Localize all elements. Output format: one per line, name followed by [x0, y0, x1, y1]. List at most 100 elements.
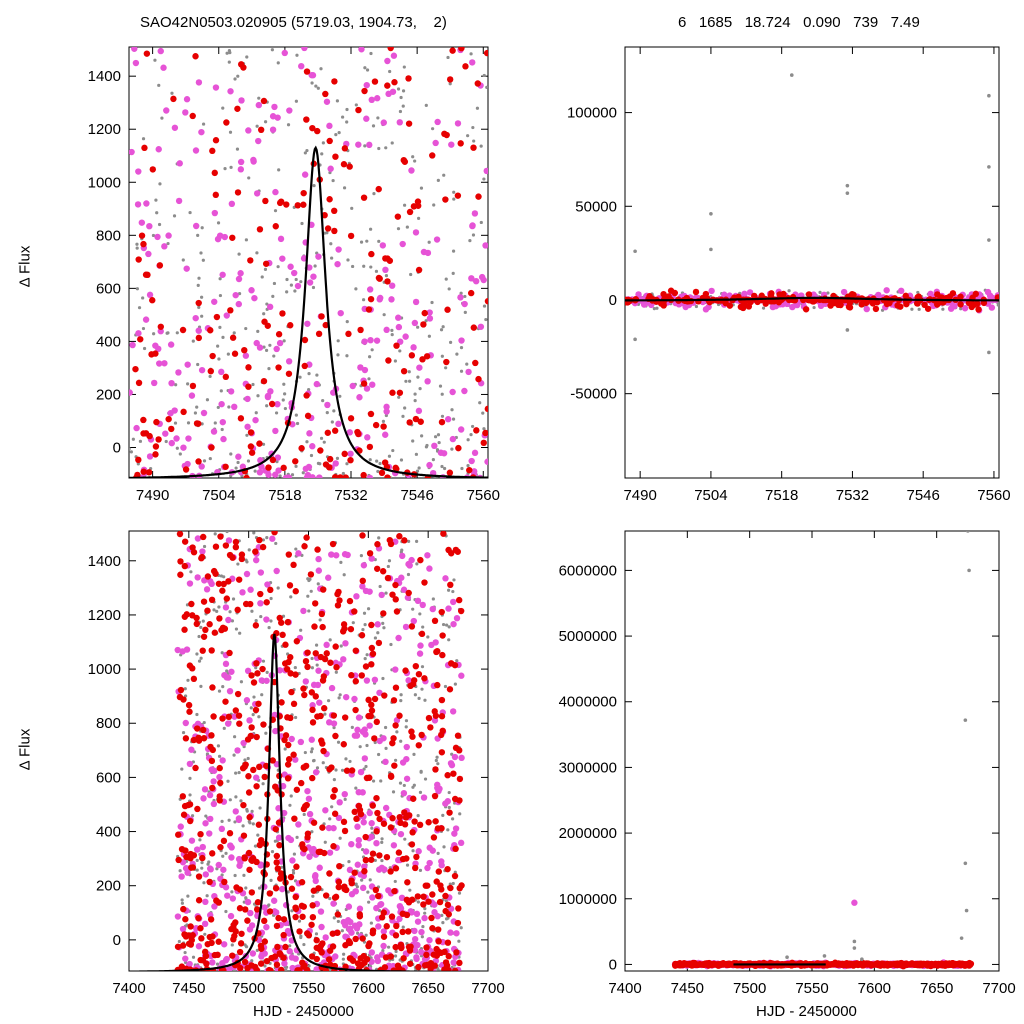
gray-point — [261, 659, 266, 663]
magenta-point — [271, 103, 278, 111]
gray-point — [344, 757, 348, 761]
magenta-point — [426, 309, 433, 316]
gray-point — [229, 165, 233, 169]
magenta-point — [182, 719, 189, 727]
red-point — [439, 651, 446, 659]
red-point — [210, 713, 217, 720]
gray-point — [289, 283, 293, 287]
gray-point — [332, 916, 336, 920]
red-point — [226, 830, 234, 837]
gray-point — [199, 625, 203, 629]
x-tick-label: 7550 — [795, 980, 828, 997]
red-point — [209, 746, 217, 754]
outlier-point — [709, 247, 713, 252]
magenta-point — [304, 471, 312, 478]
red-point — [343, 767, 351, 774]
magenta-point — [177, 823, 184, 830]
magenta-point — [450, 598, 457, 606]
gray-point — [314, 84, 318, 88]
red-point — [314, 546, 321, 553]
magenta-point — [277, 235, 285, 243]
red-point — [329, 540, 337, 548]
red-point — [392, 943, 399, 951]
gray-point — [177, 939, 181, 944]
magenta-point — [392, 666, 399, 673]
magenta-point — [374, 621, 381, 628]
red-point — [185, 940, 193, 947]
red-point — [263, 957, 271, 965]
gray-point — [180, 767, 184, 771]
magenta-point — [374, 957, 382, 965]
magenta-point — [380, 942, 387, 950]
gray-point — [469, 433, 473, 437]
magenta-point — [222, 660, 230, 668]
red-point — [179, 326, 187, 334]
gray-point — [251, 382, 255, 387]
gray-point — [186, 382, 190, 386]
gray-point — [412, 752, 416, 756]
magenta-point — [247, 586, 254, 593]
red-point — [300, 685, 307, 692]
magenta-point — [242, 352, 250, 359]
magenta-point — [361, 863, 368, 870]
gray-point — [391, 448, 395, 453]
red-point — [181, 562, 189, 570]
gray-point — [459, 346, 464, 350]
gray-point — [172, 214, 177, 218]
magenta-point — [457, 426, 465, 433]
x-tick-label: 7518 — [268, 487, 301, 504]
gray-point — [290, 473, 295, 477]
red-point — [304, 663, 311, 671]
red-point — [360, 194, 368, 201]
gray-point — [447, 287, 451, 291]
red-point — [322, 90, 329, 98]
magenta-point — [176, 160, 183, 167]
gray-point — [293, 289, 297, 293]
gray-point — [233, 77, 237, 81]
red-point — [282, 732, 290, 739]
magenta-point — [218, 400, 225, 408]
gray-point — [220, 651, 224, 655]
red-point — [284, 618, 292, 626]
red-point — [197, 925, 204, 932]
gray-point — [197, 659, 202, 663]
gray-point — [294, 277, 298, 282]
gray-point — [447, 588, 451, 592]
gray-point — [263, 120, 268, 124]
magenta-point — [225, 616, 232, 624]
red-point — [368, 707, 376, 714]
red-point — [383, 923, 390, 930]
magenta-point — [366, 809, 373, 817]
gray-point — [275, 460, 279, 464]
magenta-point — [287, 263, 294, 270]
red-point — [345, 330, 352, 338]
gray-point — [236, 562, 240, 566]
gray-point — [300, 221, 304, 226]
red-point — [189, 112, 196, 120]
red-point — [446, 76, 454, 83]
red-point — [229, 554, 236, 561]
y-tick-label: 4000000 — [559, 694, 617, 711]
gray-point — [379, 779, 383, 783]
gray-point — [221, 854, 225, 858]
red-point — [247, 429, 255, 436]
gray-point — [347, 859, 351, 864]
outlier-point — [789, 73, 794, 77]
red-point — [237, 940, 245, 947]
magenta-point — [789, 303, 796, 311]
red-point — [392, 865, 400, 872]
gray-point — [655, 306, 659, 310]
gray-point — [367, 900, 371, 904]
gray-point — [246, 459, 251, 463]
red-point — [835, 301, 842, 309]
magenta-point — [388, 282, 396, 289]
red-point — [802, 306, 810, 313]
magenta-point — [341, 790, 348, 798]
magenta-point — [188, 837, 196, 844]
magenta-point — [468, 275, 475, 282]
red-point — [303, 116, 310, 123]
red-point — [220, 837, 228, 845]
red-point — [359, 935, 366, 942]
magenta-point — [355, 836, 362, 844]
red-point — [276, 950, 283, 957]
